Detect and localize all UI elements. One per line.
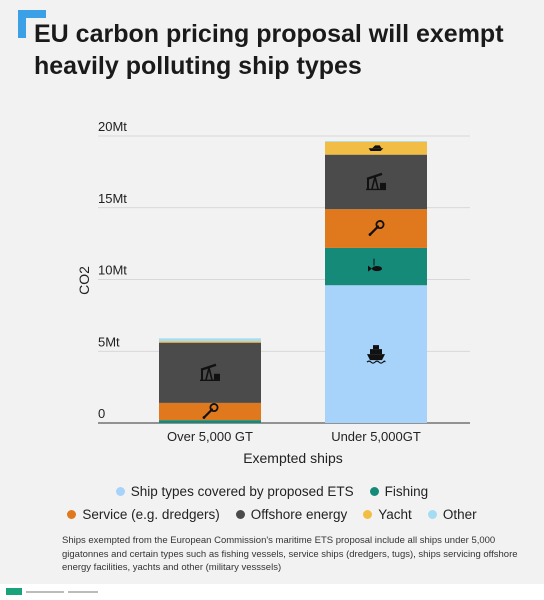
legend-item-other: Other [427, 507, 477, 522]
x-tick-label: Under 5,000GT [331, 429, 421, 444]
legend-swatch [363, 510, 373, 519]
bar-segment-fishing [159, 420, 261, 423]
wrench-icon [368, 220, 385, 236]
y-tick-label: 15Mt [98, 191, 127, 206]
legend-label: Offshore energy [250, 507, 348, 522]
bar-segment-yacht [159, 341, 261, 343]
logo-wordmark [68, 590, 98, 593]
chart-title: EU carbon pricing proposal will exempt h… [34, 20, 504, 80]
y-tick-label: 20Mt [98, 119, 127, 134]
y-tick-label: 5Mt [98, 334, 120, 349]
bar-segment-other [325, 141, 427, 142]
stacked-bar-chart: 0 5Mt 10Mt 15Mt 20Mt CO2 Over 5,000 GT Under 5,… [76, 119, 470, 466]
legend-swatch [235, 510, 245, 519]
legend-item-fishing: Fishing [369, 484, 429, 499]
ship-icon [366, 345, 386, 364]
legend-row-2: Service (e.g. dredgers) Offshore energy … [0, 507, 544, 522]
x-axis-title: Exempted ships [243, 450, 343, 466]
logo-wordmark [26, 590, 64, 593]
publisher-logo [6, 588, 98, 595]
wrench-icon [202, 403, 219, 419]
y-tick-label: 10Mt [98, 263, 127, 278]
legend: Ship types covered by proposed ETS Fishi… [0, 484, 544, 530]
footnote: Ships exempted from the European Commiss… [62, 535, 518, 573]
oil-pump-icon [200, 363, 220, 381]
legend-item-yacht: Yacht [363, 507, 412, 522]
legend-item-offshore-energy: Offshore energy [235, 507, 348, 522]
corner-accent-icon [18, 10, 46, 38]
legend-swatch [427, 510, 437, 519]
logo-mark [6, 588, 22, 595]
legend-swatch [369, 487, 379, 496]
legend-row-1: Ship types covered by proposed ETS Fishi… [0, 484, 544, 499]
bar-segment-other [159, 338, 261, 342]
legend-label: Service (e.g. dredgers) [82, 507, 220, 522]
y-axis-title: CO2 [76, 266, 92, 295]
legend-label: Yacht [378, 507, 412, 522]
yacht-icon [368, 145, 384, 151]
legend-item-service: Service (e.g. dredgers) [67, 507, 220, 522]
legend-item-ship-types-covered: Ship types covered by proposed ETS [115, 484, 354, 499]
legend-label: Fishing [384, 484, 429, 499]
x-tick-label: Over 5,000 GT [167, 429, 253, 444]
fish-icon [368, 258, 382, 272]
y-tick-label: 0 [98, 406, 105, 421]
legend-label: Ship types covered by proposed ETS [130, 484, 354, 499]
footer-strip [0, 584, 544, 600]
oil-pump-icon [366, 172, 386, 191]
legend-label: Other [442, 507, 477, 522]
legend-swatch [115, 487, 125, 496]
legend-swatch [67, 510, 77, 519]
